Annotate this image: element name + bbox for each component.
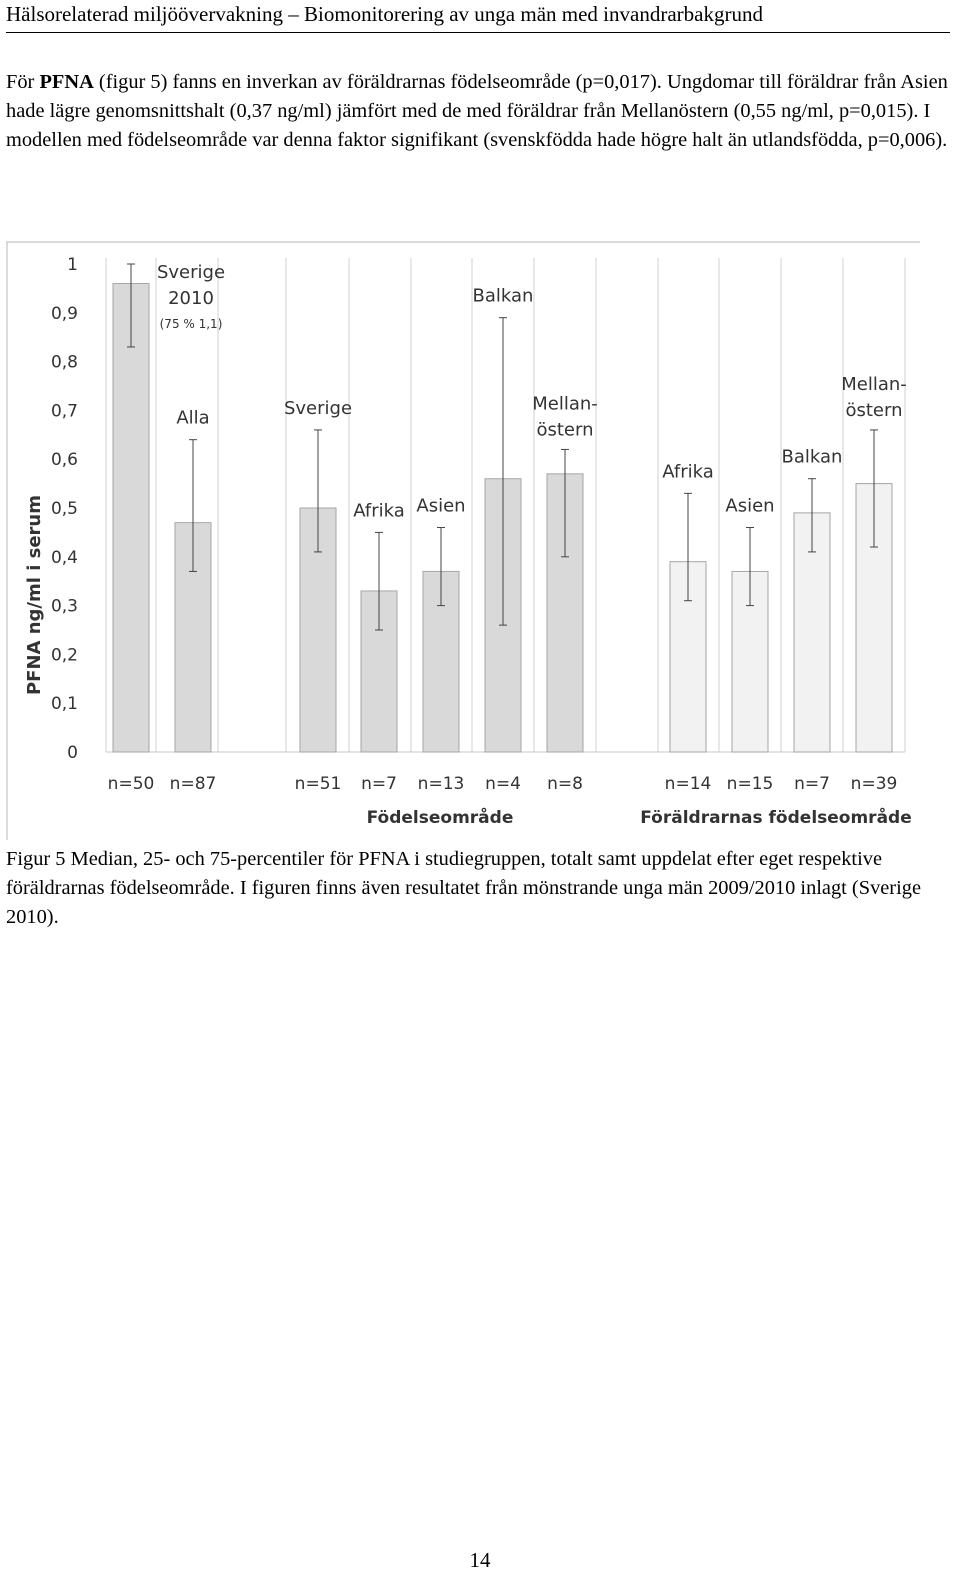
sample-size-labels: n=50 n=87 n=51 n=7 n=13 n=4 n=8 n=14 n=15 n=7 n=39 [108, 774, 898, 794]
y-tick-label: 0,5 [51, 499, 78, 519]
sample-size-label: n=15 [727, 774, 774, 794]
y-tick-label: 0,6 [51, 450, 78, 470]
bar-category-label: 2010 [168, 288, 214, 309]
paragraph-prefix: För [6, 71, 40, 93]
bar-category-label: Mellan- [841, 374, 907, 395]
bar-category-label: Alla [176, 408, 209, 429]
y-tick-label: 0,4 [51, 548, 78, 568]
figure-5: 0 0,1 0,2 0,3 0,4 0,5 0,6 0,7 0,8 0,9 1 PFNA ng/ml… [6, 240, 920, 842]
sample-size-label: n=39 [851, 774, 898, 794]
page-number: 14 [469, 1548, 491, 1572]
pfna-bar-chart: 0 0,1 0,2 0,3 0,4 0,5 0,6 0,7 0,8 0,9 1 PFNA ng/ml… [6, 241, 920, 840]
y-tick-label: 0,1 [51, 694, 78, 714]
paragraph-bold-term: PFNA [39, 71, 94, 93]
sample-size-label: n=50 [108, 774, 155, 794]
bar-category-label: Balkan [473, 286, 534, 307]
bar [793, 512, 831, 753]
figure-caption: Figur 5 Median, 25- och 75-percentiler f… [6, 848, 922, 928]
sample-size-label: n=7 [361, 774, 397, 794]
y-tick-label: 0,8 [51, 353, 78, 373]
running-title: Hälsorelaterad miljöövervakning – Biomon… [6, 2, 763, 26]
sample-size-label: n=14 [665, 774, 712, 794]
y-tick-label: 0,2 [51, 645, 78, 665]
y-tick-label: 0,7 [51, 401, 78, 421]
y-axis-label: PFNA ng/ml i serum [24, 495, 45, 695]
bar-category-label: östern [845, 400, 902, 421]
bar-category-label: Afrika [353, 500, 405, 521]
sample-size-label: n=7 [794, 774, 830, 794]
y-tick-label: 0 [67, 743, 78, 763]
sample-size-label: n=87 [170, 774, 217, 794]
bar-category-label: Sverige [284, 398, 352, 419]
y-tick-label: 0,3 [51, 597, 78, 617]
y-tick-label: 1 [67, 255, 78, 275]
bar [112, 283, 150, 753]
bar-category-label: Asien [725, 496, 774, 517]
bar-note-label: (75 % 1,1) [160, 317, 223, 331]
running-header: Hälsorelaterad miljöövervakning – Biomon… [6, 0, 950, 33]
bar-category-label: östern [536, 419, 593, 440]
sample-size-label: n=4 [485, 774, 521, 794]
sample-size-label: n=13 [418, 774, 465, 794]
bar-labels: Sverige 2010 (75 % 1,1) Alla Sverige Afrika As… [157, 262, 907, 521]
bar [546, 473, 584, 753]
bar-category-label: Mellan- [532, 393, 598, 414]
y-axis: 0 0,1 0,2 0,3 0,4 0,5 0,6 0,7 0,8 0,9 1 [51, 255, 78, 763]
bar-category-label: Afrika [662, 461, 714, 482]
bar [360, 590, 398, 753]
bar-category-label: Balkan [782, 447, 843, 468]
body-paragraph: För PFNA (figur 5) fanns en inverkan av … [6, 68, 951, 156]
group-label-parents: Föräldrarnas födelseområde [640, 806, 912, 828]
bar-series [105, 258, 906, 753]
sample-size-label: n=8 [547, 774, 583, 794]
bar-category-label: Sverige [157, 262, 225, 283]
bar-category-label: Asien [416, 496, 465, 517]
group-label-own: Födelseområde [367, 806, 514, 828]
y-tick-label: 0,9 [51, 304, 78, 324]
sample-size-label: n=51 [295, 774, 342, 794]
paragraph-text: (figur 5) fanns en inverkan av föräldrar… [6, 71, 948, 152]
